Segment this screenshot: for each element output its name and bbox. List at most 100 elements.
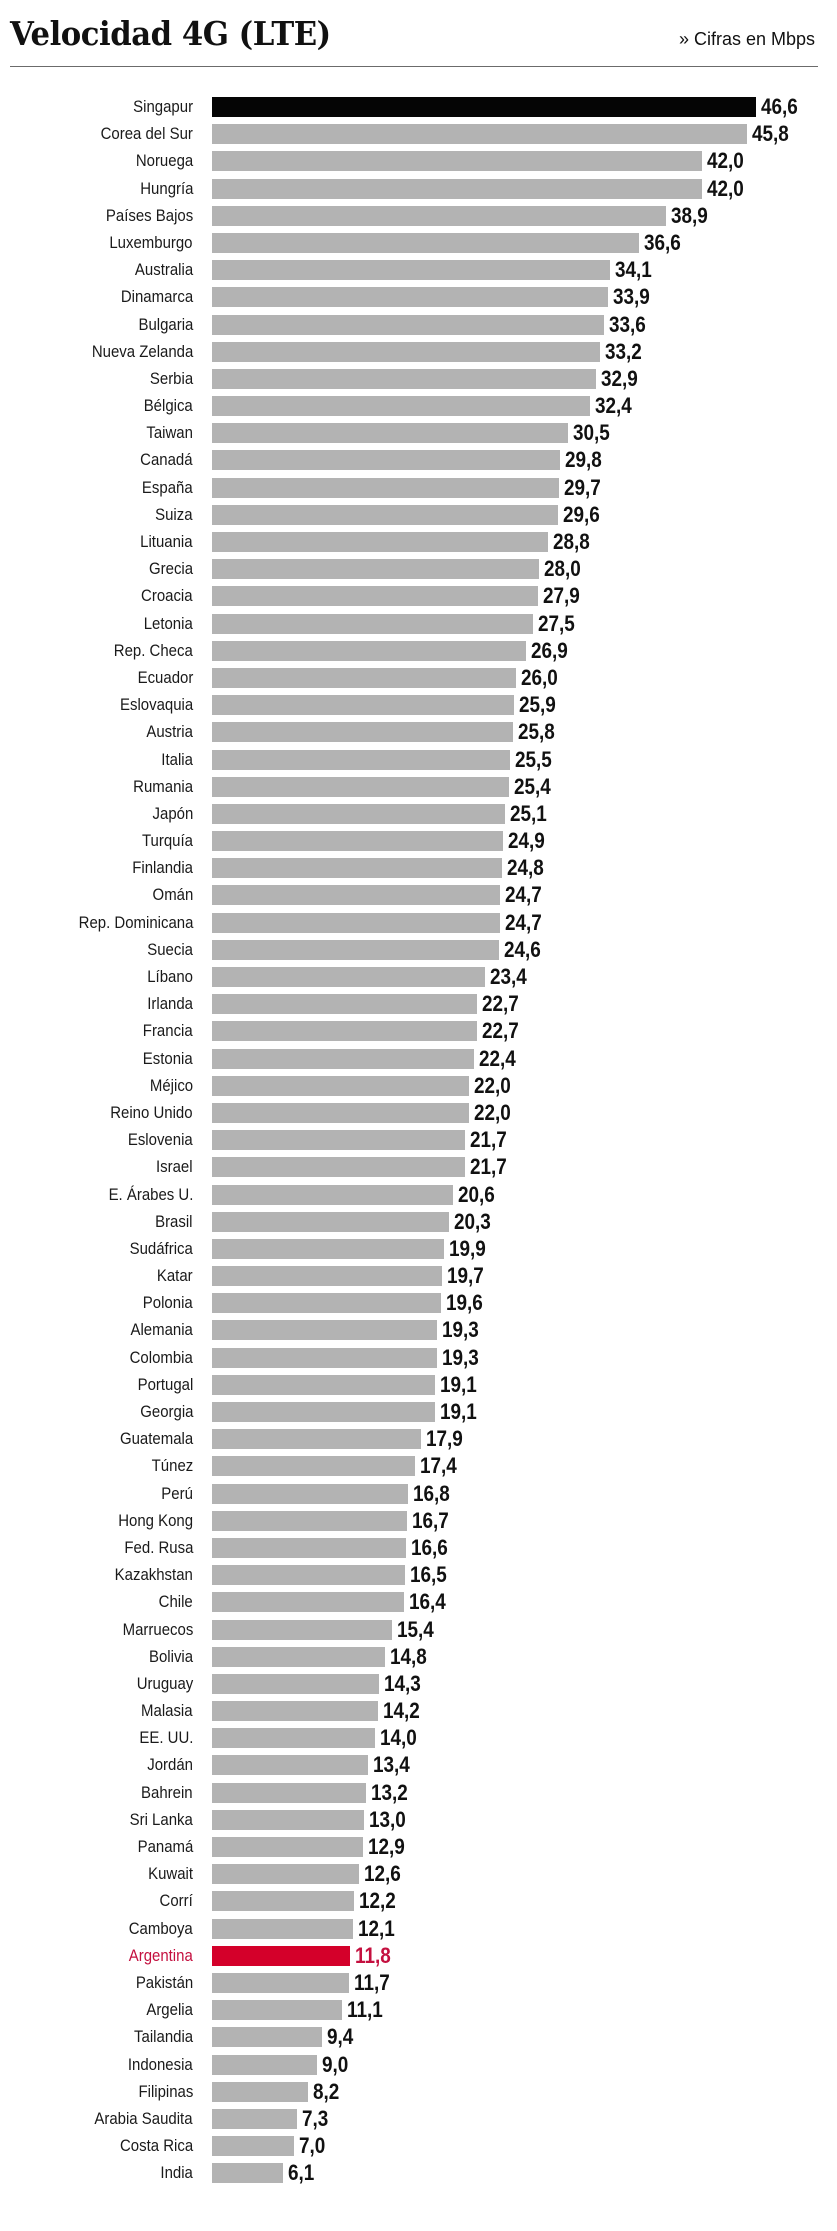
- value-label: 46,6: [761, 94, 798, 119]
- bar: [212, 1102, 469, 1123]
- chart-row: Ecuador 26,0: [0, 665, 837, 692]
- chart-row: España 29,7: [0, 475, 837, 502]
- chart-row: Rumania 25,4: [0, 774, 837, 801]
- country-label: Irlanda: [147, 994, 193, 1014]
- chart-row: Austria 25,8: [0, 719, 837, 746]
- value-label: 20,6: [457, 1181, 495, 1207]
- country-label: Marruecos: [122, 1619, 193, 1639]
- bar: [212, 368, 597, 389]
- country-label: Países Bajos: [105, 205, 193, 225]
- chart-row: Singapur 46,6: [0, 94, 837, 121]
- value-label: 15,4: [396, 1616, 434, 1642]
- country-label: Israel: [156, 1157, 193, 1177]
- value-label: 19,9: [449, 1235, 487, 1261]
- bar: [212, 939, 500, 960]
- bar: [212, 178, 703, 199]
- country-label: Reino Unido: [110, 1102, 193, 1122]
- chart-row: Costa Rica 7,0: [0, 2133, 837, 2160]
- bar: [212, 967, 486, 987]
- bar: [212, 1293, 441, 1314]
- bar: [212, 423, 569, 444]
- chart-title: Velocidad 4G (LTE): [10, 14, 331, 53]
- bar: [212, 1456, 416, 1477]
- country-label: Turquía: [141, 831, 193, 851]
- value-label: 36,6: [644, 229, 682, 255]
- chart-row: Italia 25,5: [0, 747, 837, 774]
- country-label: Perú: [161, 1483, 193, 1503]
- chart-row: Israel 21,7: [0, 1154, 837, 1181]
- chart-row: Corea del Sur 45,8: [0, 121, 837, 148]
- country-label: Uruguay: [136, 1673, 193, 1693]
- country-label: Croacia: [141, 586, 193, 606]
- chart-row: India 6,1: [0, 2160, 837, 2187]
- value-label: 22,0: [473, 1072, 511, 1098]
- country-label: Suecia: [147, 939, 193, 959]
- chart-row: Letonia 27,5: [0, 611, 837, 638]
- bar: [212, 205, 667, 226]
- value-label: 32,4: [595, 393, 633, 419]
- bar: [212, 232, 640, 253]
- chart-row: Corrí 12,2: [0, 1888, 837, 1915]
- value-label: 19,3: [442, 1344, 480, 1370]
- value-label: 32,9: [601, 365, 638, 391]
- chart-row: Rep. Checa 26,9: [0, 638, 837, 665]
- bar: [212, 450, 560, 471]
- country-label: Austria: [146, 722, 193, 742]
- country-label: Letonia: [143, 613, 193, 633]
- chart-row: Bolivia 14,8: [0, 1644, 837, 1671]
- bar: [212, 586, 538, 607]
- value-label: 19,6: [445, 1290, 483, 1316]
- chart-row: EE. UU. 14,0: [0, 1725, 837, 1752]
- bar: [212, 1021, 477, 1042]
- bar: [212, 1347, 438, 1368]
- value-label: 30,5: [573, 420, 610, 446]
- bar: [212, 885, 501, 906]
- value-label: 19,7: [447, 1263, 484, 1289]
- value-label: 29,6: [562, 501, 600, 527]
- value-label: 28,8: [553, 529, 591, 554]
- bar: [212, 1157, 466, 1178]
- value-label: 17,9: [426, 1426, 463, 1452]
- country-label: Georgia: [139, 1402, 193, 1421]
- bar: [212, 1918, 354, 1939]
- chart-row: Eslovenia 21,7: [0, 1127, 837, 1154]
- value-label: 19,1: [440, 1371, 477, 1397]
- bar: [212, 2000, 342, 2021]
- country-label: Kuwait: [148, 1864, 193, 1884]
- bar: [212, 1429, 421, 1450]
- bar: [212, 1266, 442, 1287]
- bar: [212, 1891, 355, 1912]
- value-label: 23,4: [490, 964, 528, 989]
- country-label: Rumania: [133, 776, 193, 796]
- country-label: Eslovaquia: [119, 695, 193, 715]
- bar: [212, 1537, 406, 1558]
- bar: [212, 97, 756, 117]
- header-divider: [10, 66, 818, 67]
- country-label: Noruega: [135, 151, 193, 171]
- value-label: 24,8: [506, 855, 544, 881]
- bar: [212, 1048, 474, 1069]
- country-label: Corea del Sur: [100, 124, 193, 144]
- chart-row: Suiza 29,6: [0, 502, 837, 529]
- chart-row: Fed. Rusa 16,6: [0, 1535, 837, 1562]
- bar: [212, 1701, 378, 1722]
- country-label: Luxemburgo: [109, 232, 193, 252]
- country-label: Líbano: [147, 967, 193, 986]
- bar: [212, 396, 591, 417]
- value-label: 11,8: [354, 1942, 391, 1968]
- country-label: Bulgaria: [138, 314, 193, 334]
- value-label: 33,9: [612, 284, 650, 310]
- bar: [212, 2136, 294, 2157]
- bar: [212, 314, 605, 335]
- chart-row: Guatemala 17,9: [0, 1426, 837, 1453]
- value-label: 12,9: [367, 1834, 405, 1859]
- value-label: 25,5: [514, 746, 552, 772]
- bar: [212, 2081, 308, 2102]
- country-label: Nueva Zelanda: [91, 341, 193, 361]
- bar: [212, 1130, 466, 1151]
- country-label: Estonia: [143, 1048, 193, 1068]
- country-label: Polonia: [143, 1293, 193, 1313]
- country-label: E. Árabes U.: [108, 1184, 193, 1204]
- country-label: Eslovenia: [128, 1130, 193, 1150]
- value-label: 27,9: [542, 583, 580, 609]
